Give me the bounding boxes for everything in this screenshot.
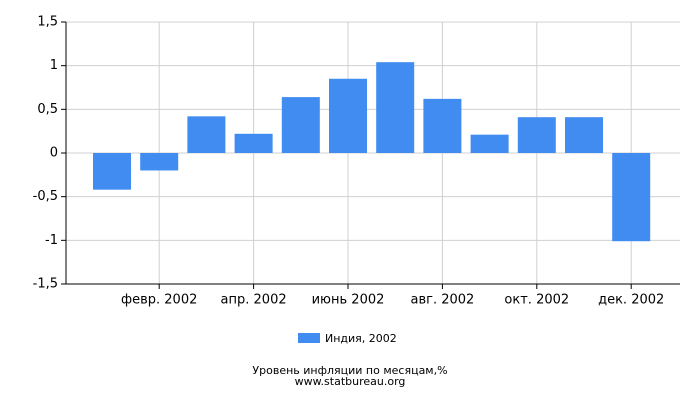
x-tick-label: авг. 2002: [410, 293, 474, 308]
bar: [93, 153, 131, 190]
bar: [234, 133, 273, 153]
legend-swatch: [298, 333, 320, 343]
bar: [423, 98, 462, 153]
x-tick-label: июнь 2002: [312, 293, 385, 308]
bar: [140, 153, 179, 171]
bar: [612, 153, 651, 242]
y-tick-label: -1,5: [33, 277, 58, 292]
bar: [329, 78, 367, 153]
bar: [281, 97, 320, 153]
y-tick-label: 1: [50, 58, 58, 73]
x-tick-label: дек. 2002: [598, 293, 664, 308]
y-tick-label: -0,5: [33, 189, 58, 204]
bar: [470, 134, 509, 153]
y-tick-label: 1,5: [37, 15, 58, 30]
bar: [187, 116, 226, 153]
y-tick-label: -1: [45, 233, 58, 248]
bar: [517, 117, 556, 153]
footer-title: Уровень инфляции по месяцам,%: [252, 364, 447, 377]
x-tick-label: февр. 2002: [121, 293, 197, 308]
bar: [565, 117, 603, 153]
x-tick-label: окт. 2002: [504, 293, 569, 308]
x-tick-label: апр. 2002: [221, 293, 287, 308]
footer-source: www.statbureau.org: [295, 375, 406, 388]
y-tick-label: 0: [50, 146, 58, 161]
bar: [376, 62, 415, 153]
y-tick-label: 0,5: [37, 102, 58, 117]
legend-label: Индия, 2002: [325, 332, 397, 345]
